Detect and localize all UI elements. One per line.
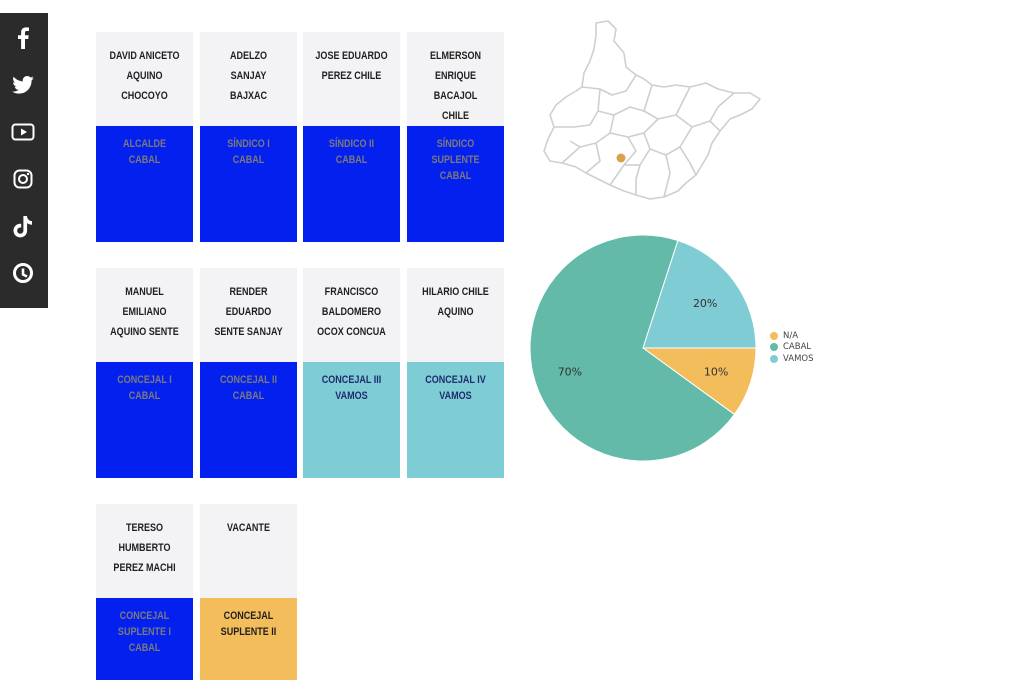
pie-slice-label: 10%	[704, 366, 728, 379]
candidate-role: CONCEJAL IV	[425, 374, 486, 386]
candidate-role: SÍNDICO II	[328, 138, 375, 150]
candidate-card[interactable]: MANUEL EMILIANO AQUINO SENTE CONCEJAL I CA…	[96, 268, 193, 478]
pie-slice-label: 20%	[693, 297, 717, 310]
candidate-name: FRANCISCO BALDOMERO OCOX CONCUA	[317, 286, 386, 338]
candidate-name-area: ELMERSON ENRIQUE BACAJOL CHILE	[407, 32, 504, 126]
candidate-role: CONCEJAL II	[220, 374, 277, 386]
candidate-role-area: SÍNDICO SUPLENTE CABAL	[407, 126, 504, 242]
candidate-name-area: FRANCISCO BALDOMERO OCOX CONCUA	[303, 268, 400, 362]
candidate-name: DAVID ANICETO AQUINO CHOCOYO	[109, 50, 180, 102]
candidate-role-area: CONCEJAL IV VAMOS	[407, 362, 504, 478]
social-sidebar	[0, 13, 48, 308]
candidate-party: CABAL	[232, 154, 265, 166]
candidate-role: CONCEJAL I	[117, 374, 172, 386]
location-map	[543, 20, 761, 200]
candidate-card[interactable]: RENDER EDUARDO SENTE SANJAY CONCEJAL II CA…	[200, 268, 297, 478]
legend-label: N/A	[783, 330, 799, 341]
pie-slice-label: 70%	[558, 366, 582, 379]
legend-swatch	[770, 331, 778, 340]
party-pie-chart: 10% 70% 20%	[529, 234, 757, 462]
app-icon[interactable]	[8, 258, 38, 288]
location-marker	[616, 153, 626, 163]
candidate-name: RENDER EDUARDO SENTE SANJAY	[214, 286, 283, 338]
legend-swatch	[770, 354, 778, 363]
candidate-party: CABAL	[232, 390, 265, 402]
candidate-name-area: TERESO HUMBERTO PEREZ MACHI	[96, 504, 193, 598]
candidate-card[interactable]: VACANTE CONCEJAL SUPLENTE II	[200, 504, 297, 680]
candidate-name-area: HILARIO CHILE AQUINO	[407, 268, 504, 362]
candidate-name: TERESO HUMBERTO PEREZ MACHI	[113, 522, 176, 574]
candidate-role-area: CONCEJAL I CABAL	[96, 362, 193, 478]
candidate-card[interactable]: HILARIO CHILE AQUINO CONCEJAL IV VAMOS	[407, 268, 504, 478]
candidate-card[interactable]: JOSE EDUARDO PEREZ CHILE SÍNDICO II CABAL	[303, 32, 400, 242]
candidate-card[interactable]: FRANCISCO BALDOMERO OCOX CONCUA CONCEJAL …	[303, 268, 400, 478]
pie-slice-cabal[interactable]	[529, 234, 736, 462]
candidate-role: CONCEJAL III	[321, 374, 382, 386]
candidate-role: SÍNDICO I	[227, 138, 270, 150]
legend-item[interactable]: VAMOS	[770, 353, 814, 364]
candidate-role: CONCEJAL SUPLENTE II	[220, 610, 277, 638]
candidate-name-area: DAVID ANICETO AQUINO CHOCOYO	[96, 32, 193, 126]
candidate-name-area: RENDER EDUARDO SENTE SANJAY	[200, 268, 297, 362]
candidate-party: CABAL	[335, 154, 368, 166]
candidate-name: MANUEL EMILIANO AQUINO SENTE	[110, 286, 179, 338]
candidate-card[interactable]: ELMERSON ENRIQUE BACAJOL CHILE SÍNDICO SU…	[407, 32, 504, 242]
pie-legend: N/A CABAL VAMOS	[770, 330, 814, 365]
candidate-role: SÍNDICO SUPLENTE	[431, 138, 480, 166]
legend-item[interactable]: CABAL	[770, 342, 814, 353]
legend-item[interactable]: N/A	[770, 330, 814, 341]
candidate-card[interactable]: ADELZO SANJAY BAJXAC SÍNDICO I CABAL	[200, 32, 297, 242]
candidate-name: ELMERSON ENRIQUE BACAJOL CHILE	[429, 50, 482, 122]
candidate-card[interactable]: TERESO HUMBERTO PEREZ MACHI CONCEJAL SUPL…	[96, 504, 193, 680]
candidate-name-area: MANUEL EMILIANO AQUINO SENTE	[96, 268, 193, 362]
candidate-role-area: CONCEJAL II CABAL	[200, 362, 297, 478]
candidate-role-area: CONCEJAL III VAMOS	[303, 362, 400, 478]
candidate-party: VAMOS	[335, 390, 368, 402]
pie-slice-vamos[interactable]	[642, 239, 757, 349]
candidate-role-area: ALCALDE CABAL	[96, 126, 193, 242]
legend-swatch	[770, 343, 778, 351]
candidate-card[interactable]: DAVID ANICETO AQUINO CHOCOYO ALCALDE CABAL	[96, 32, 193, 242]
candidate-party: CABAL	[128, 390, 161, 402]
candidate-name: HILARIO CHILE AQUINO	[422, 286, 489, 318]
candidate-role: ALCALDE	[122, 138, 167, 150]
tiktok-icon[interactable]	[8, 212, 38, 242]
legend-label: VAMOS	[783, 353, 814, 364]
twitter-icon[interactable]	[8, 70, 38, 100]
instagram-icon[interactable]	[8, 164, 38, 194]
candidate-party: CABAL	[439, 170, 472, 182]
facebook-icon[interactable]	[8, 23, 38, 53]
candidate-party: CABAL	[128, 642, 161, 654]
youtube-icon[interactable]	[8, 117, 38, 147]
candidate-name: VACANTE	[227, 522, 270, 534]
candidate-party: VAMOS	[439, 390, 472, 402]
candidate-name: ADELZO SANJAY BAJXAC	[229, 50, 268, 102]
candidate-role-area: CONCEJAL SUPLENTE I CABAL	[96, 598, 193, 680]
candidate-role-area: SÍNDICO I CABAL	[200, 126, 297, 242]
candidate-name: JOSE EDUARDO PEREZ CHILE	[315, 50, 388, 82]
candidate-name-area: JOSE EDUARDO PEREZ CHILE	[303, 32, 400, 126]
candidate-party: CABAL	[128, 154, 161, 166]
candidate-name-area: ADELZO SANJAY BAJXAC	[200, 32, 297, 126]
legend-label: CABAL	[783, 342, 812, 352]
pie-slice-na[interactable]	[641, 347, 757, 416]
candidate-role-area: SÍNDICO II CABAL	[303, 126, 400, 242]
candidate-name-area: VACANTE	[200, 504, 297, 598]
candidate-role: CONCEJAL SUPLENTE I	[117, 610, 172, 638]
candidate-role-area: CONCEJAL SUPLENTE II	[200, 598, 297, 680]
